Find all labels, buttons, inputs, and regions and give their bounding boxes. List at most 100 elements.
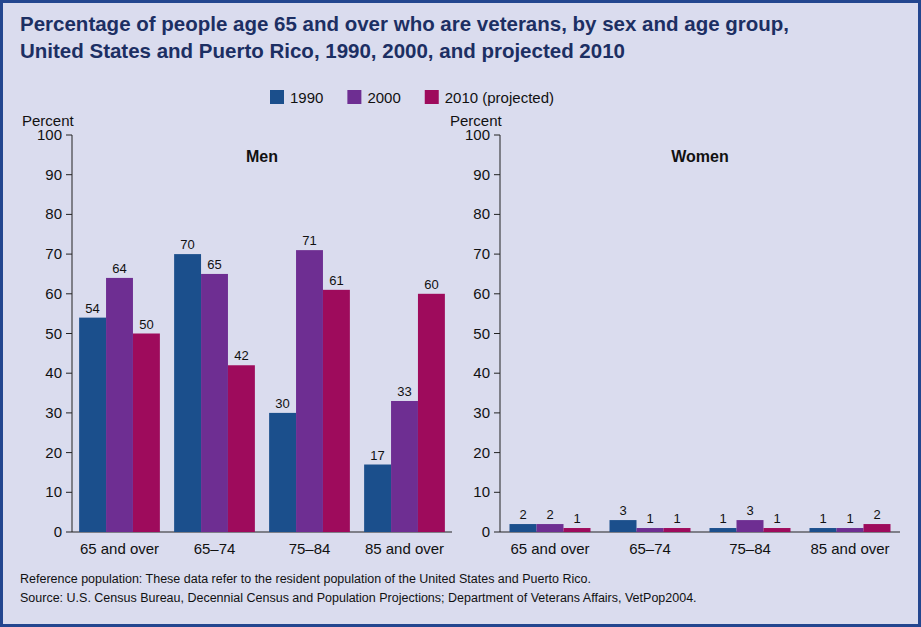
tick-mark [66, 412, 72, 413]
tick-mark [494, 254, 500, 255]
panel-title: Women [671, 148, 728, 165]
bar: 2000 [737, 520, 764, 532]
tick-mark [494, 333, 500, 334]
category-label: 65 and over [80, 540, 159, 557]
data-label: 50 [139, 317, 153, 332]
tick-mark [66, 333, 72, 334]
bar [296, 250, 323, 532]
data-label: 1 [773, 511, 780, 526]
bar [133, 334, 160, 533]
data-label: 61 [329, 273, 343, 288]
data-label: 3 [746, 503, 753, 518]
tick-label: 80 [473, 205, 490, 222]
tick-label: 70 [45, 245, 62, 262]
tick-mark [494, 293, 500, 294]
bar [364, 465, 391, 532]
tick-mark [494, 135, 500, 136]
data-label: 1 [646, 511, 653, 526]
category-label: 65 and over [510, 540, 589, 557]
data-label: 30 [275, 396, 289, 411]
tick-label: 60 [473, 285, 490, 302]
bar: 2010 (projected) [564, 528, 591, 532]
footnote: Reference population: These data refer t… [20, 572, 591, 586]
tick-mark [66, 492, 72, 493]
bar [174, 254, 201, 532]
tick-label: 90 [45, 166, 62, 183]
tick-mark [494, 412, 500, 413]
bars: 199020002010 (projected)199020002010 (pr… [510, 520, 891, 532]
tick-mark [66, 452, 72, 453]
y-axis [500, 135, 501, 532]
tick-label: 100 [465, 126, 490, 143]
category-label: 75–84 [289, 540, 331, 557]
bar: 2000 [637, 528, 664, 532]
data-label: 42 [234, 348, 248, 363]
data-label: 65 [207, 257, 221, 272]
tick-label: 90 [473, 166, 490, 183]
chart-title: United States and Puerto Rico, 1990, 200… [20, 39, 625, 62]
data-label: 3 [619, 503, 626, 518]
bar: 2010 (projected) [664, 528, 691, 532]
tick-label: 10 [473, 483, 490, 500]
tick-mark [494, 492, 500, 493]
background [2, 2, 920, 626]
data-label: 2 [519, 507, 526, 522]
tick-label: 10 [45, 483, 62, 500]
bar [391, 401, 418, 532]
tick-label: 40 [473, 364, 490, 381]
bar [228, 365, 255, 532]
y-axis [72, 135, 73, 532]
category-label: 65–74 [194, 540, 236, 557]
data-labels: 546450706542307161173360 [85, 233, 438, 462]
bar: 1990 [610, 520, 637, 532]
tick-label: 100 [37, 126, 62, 143]
tick-mark [66, 254, 72, 255]
tick-label: 40 [45, 364, 62, 381]
tick-mark [66, 174, 72, 175]
chart-title: Percentage of people age 65 and over who… [20, 12, 789, 35]
bar [201, 274, 228, 532]
data-label: 60 [424, 277, 438, 292]
tick-label: 80 [45, 205, 62, 222]
tick-label: 0 [54, 523, 62, 540]
tick-mark [494, 532, 500, 533]
tick-label: 20 [45, 444, 62, 461]
tick-label: 30 [473, 404, 490, 421]
tick-label: 60 [45, 285, 62, 302]
legend-label: 2000 [367, 89, 400, 106]
tick-label: 70 [473, 245, 490, 262]
data-label: 1 [573, 511, 580, 526]
legend: 199020002010 (projected) [270, 89, 554, 106]
panel: MenPercent010203040506070809010054645070… [22, 112, 452, 557]
legend-swatch [425, 90, 439, 104]
category-label: 65–74 [629, 540, 671, 557]
panel: WomenPercent0102030405060708090100199020… [450, 112, 900, 557]
tick-label: 50 [45, 325, 62, 342]
tick-mark [66, 373, 72, 374]
legend-label: 1990 [290, 89, 323, 106]
bar: 1990 [510, 524, 537, 532]
tick-mark [66, 532, 72, 533]
tick-mark [66, 293, 72, 294]
category-label: 75–84 [729, 540, 771, 557]
category-label: 85 and over [810, 540, 889, 557]
data-label: 54 [85, 301, 99, 316]
bar [106, 278, 133, 532]
data-label: 70 [180, 237, 194, 252]
bar [323, 290, 350, 532]
data-labels: 221311131112 [519, 503, 880, 526]
bar [79, 318, 106, 532]
data-label: 1 [819, 511, 826, 526]
data-label: 17 [370, 448, 384, 463]
bar: 2010 (projected) [764, 528, 791, 532]
data-label: 71 [302, 233, 316, 248]
bar [418, 294, 445, 532]
panel-title: Men [246, 148, 278, 165]
bar: 1990 [710, 528, 737, 532]
bar: 2000 [537, 524, 564, 532]
category-label: 85 and over [365, 540, 444, 557]
tick-label: 30 [45, 404, 62, 421]
tick-label: 0 [482, 523, 490, 540]
tick-mark [494, 373, 500, 374]
bar: 1990 [810, 528, 837, 532]
